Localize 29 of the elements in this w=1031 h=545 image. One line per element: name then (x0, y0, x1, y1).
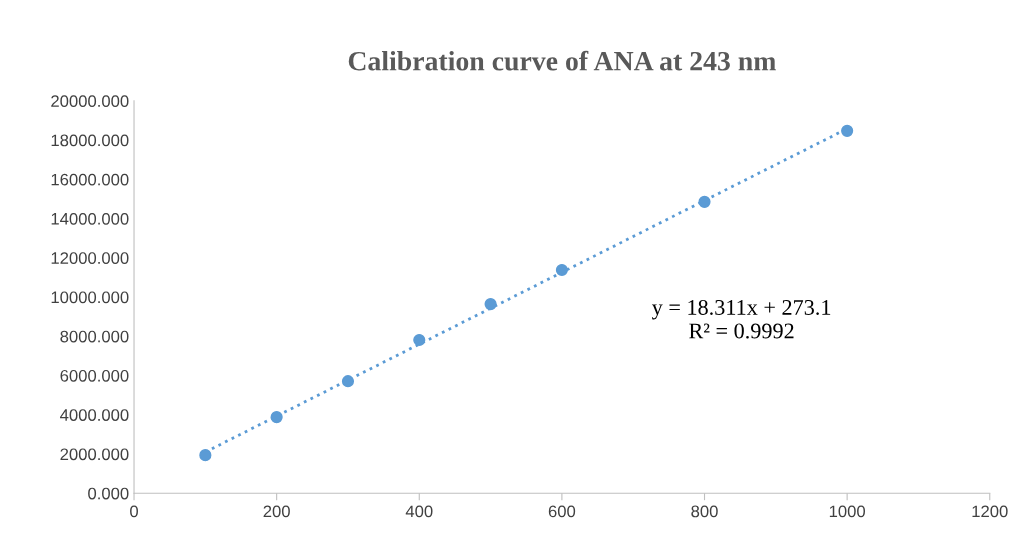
y-tick-label: 4000.000 (60, 409, 129, 421)
annotation: y = 18.311x + 273.1 (651, 299, 831, 320)
y-tick-label: 2000.000 (60, 448, 129, 461)
point (413, 333, 426, 347)
point (341, 375, 355, 388)
y-tick-label: 8000.000 (60, 330, 129, 343)
x-tick-label: 200 (263, 505, 290, 518)
point (199, 449, 212, 462)
x-tick-label: 800 (691, 505, 718, 518)
y-tick-label: 10000.000 (51, 291, 129, 304)
y-tick-label: 18000.000 (51, 134, 129, 147)
point (698, 195, 711, 208)
chart-title: Calibration curve of ANA at 243 nm (348, 50, 776, 71)
x-tick-label: 1200 (972, 505, 1008, 518)
y-tick-label: 14000.000 (51, 212, 129, 225)
point (555, 263, 568, 277)
x-tick-label: 0 (130, 505, 139, 518)
x-tick-label: 600 (548, 505, 576, 518)
point (841, 124, 854, 137)
point (270, 411, 283, 424)
x-tick-label: 400 (405, 505, 433, 518)
annotation: R² = 0.9992 (689, 323, 794, 339)
y-tick-label: 0.000 (88, 487, 129, 500)
point (484, 298, 497, 311)
y-tick-label: 6000.000 (60, 369, 129, 382)
x-tick-label: 1000 (829, 505, 866, 518)
y-tick-label: 12000.000 (51, 252, 129, 264)
y-tick-label: 20000.000 (51, 95, 129, 108)
y-tick-label: 16000.000 (51, 173, 129, 186)
